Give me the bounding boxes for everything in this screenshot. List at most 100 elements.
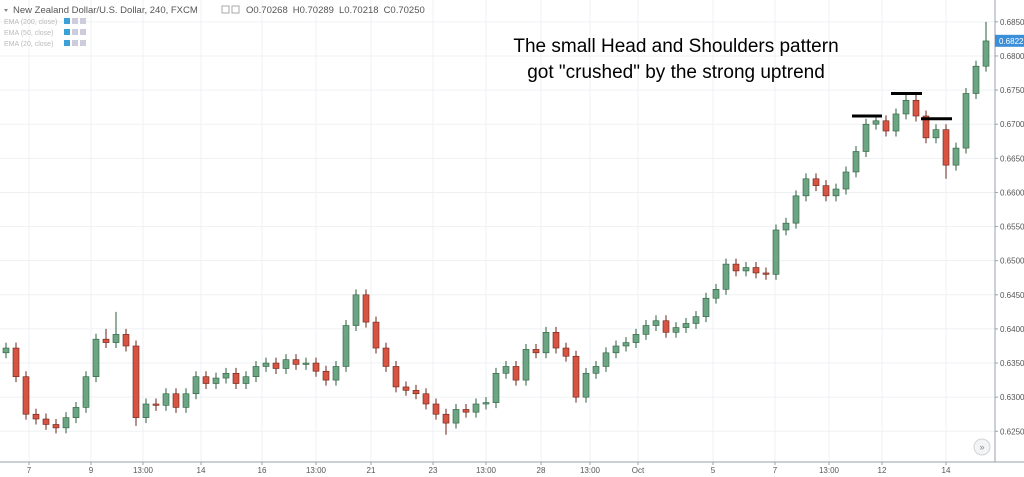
scroll-button[interactable]: » — [973, 438, 991, 456]
candle-body — [412, 390, 420, 395]
candle-body — [832, 188, 840, 197]
ohlc-value: L0.70218 — [339, 5, 379, 16]
annotation: The small Head and Shoulders pattern got… — [513, 36, 838, 83]
candle-body — [122, 334, 130, 347]
candle-body — [32, 413, 40, 420]
candle-body — [92, 338, 100, 377]
candle-body — [42, 418, 50, 425]
candle-body — [622, 342, 630, 347]
scroll-to-end[interactable] — [973, 438, 991, 456]
candle-body — [572, 355, 580, 398]
candle-body — [272, 362, 280, 369]
candle-body — [232, 372, 240, 384]
candle-body — [742, 267, 750, 272]
candle-body — [422, 393, 430, 405]
candle-body — [322, 370, 330, 381]
candle-body — [22, 376, 30, 415]
candle-body — [982, 40, 990, 67]
candle-body — [112, 334, 120, 343]
candle-body — [772, 229, 780, 275]
ohlc-value: H0.70289 — [293, 5, 334, 16]
candle-body — [602, 352, 610, 367]
candle-body — [552, 332, 560, 349]
candle-body — [72, 407, 80, 418]
candle-body — [652, 320, 660, 326]
candle-body — [492, 372, 500, 403]
candle-body — [212, 377, 220, 384]
indicator-button[interactable] — [80, 40, 86, 46]
candle-body — [302, 362, 310, 365]
x-tick-label: 13:00 — [306, 466, 327, 475]
candle-body — [482, 402, 490, 405]
candle-body — [312, 362, 320, 372]
candle-body — [62, 417, 70, 429]
x-tick-label: 13:00 — [580, 466, 601, 475]
candle-body — [162, 393, 170, 406]
candle-body — [352, 294, 360, 326]
candle-body — [802, 178, 810, 197]
candle-body — [392, 366, 400, 388]
ohlc-values: O0.70268 H0.70289 L0.70218 C0.70250 — [246, 5, 425, 16]
grid — [0, 0, 995, 462]
candle-body — [732, 263, 740, 272]
last-price-label: 0.68222 — [999, 37, 1024, 46]
candle-body — [952, 147, 960, 166]
candle-body — [512, 366, 520, 381]
candle-body — [342, 325, 350, 367]
x-tick-label: 12 — [878, 466, 887, 475]
annotation-line: got "crushed" by the strong uptrend — [527, 62, 825, 83]
candle-body — [902, 100, 910, 115]
indicator-button[interactable] — [64, 29, 70, 35]
indicator-button[interactable] — [80, 18, 86, 24]
candle-body — [662, 320, 670, 333]
x-tick-label: 7 — [27, 466, 32, 475]
x-tick-label: 21 — [367, 466, 376, 475]
annotation-line: The small Head and Shoulders pattern — [513, 36, 838, 57]
indicator-label: EMA (20, close) — [4, 41, 53, 48]
candle-body — [972, 65, 980, 94]
candle-body — [182, 393, 190, 408]
candle-body — [332, 366, 340, 381]
candle-body — [172, 393, 180, 408]
settings-icon[interactable] — [221, 5, 230, 14]
ohlc-value: C0.70250 — [384, 5, 425, 16]
hide-icon[interactable] — [231, 5, 240, 14]
candle-body — [922, 115, 930, 139]
x-tick-label: 14 — [942, 466, 951, 475]
candle-body — [82, 376, 90, 408]
candle-body — [722, 263, 730, 290]
candle-body — [702, 297, 710, 317]
x-tick-label: 13:00 — [133, 466, 154, 475]
candle-body — [202, 376, 210, 384]
collapse-arrow[interactable] — [4, 9, 8, 12]
indicator-button[interactable] — [72, 40, 78, 46]
indicator-button[interactable] — [64, 40, 70, 46]
indicator-button[interactable] — [72, 18, 78, 24]
candle-body — [432, 403, 440, 415]
candle-body — [242, 376, 250, 384]
candle-body — [502, 366, 510, 374]
candles — [2, 21, 990, 435]
last-price-box — [995, 34, 1024, 47]
indicator-list: EMA (200, close) EMA (50, close) EMA (20, … — [4, 18, 86, 48]
candle-body — [592, 366, 600, 374]
x-tick-label: 7 — [773, 466, 778, 475]
candle-body — [192, 376, 200, 395]
indicator-button[interactable] — [80, 29, 86, 35]
candle-body — [792, 195, 800, 224]
candle-body — [102, 338, 110, 343]
indicator-button[interactable] — [72, 29, 78, 35]
candle-body — [462, 409, 470, 413]
indicator-button[interactable] — [64, 18, 70, 24]
candle-body — [672, 327, 680, 333]
x-tick-label: 14 — [197, 466, 206, 475]
candle-body — [852, 151, 860, 173]
